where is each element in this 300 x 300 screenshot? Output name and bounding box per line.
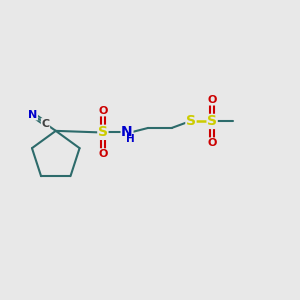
- Text: H: H: [127, 134, 135, 144]
- Text: O: O: [98, 149, 108, 159]
- Text: N: N: [121, 125, 133, 139]
- Text: O: O: [207, 138, 217, 148]
- Text: S: S: [186, 114, 196, 128]
- Text: O: O: [207, 95, 217, 105]
- Text: S: S: [98, 125, 108, 139]
- Text: N: N: [28, 110, 38, 120]
- Text: C: C: [41, 118, 50, 129]
- Text: S: S: [207, 114, 217, 128]
- Text: O: O: [98, 106, 108, 116]
